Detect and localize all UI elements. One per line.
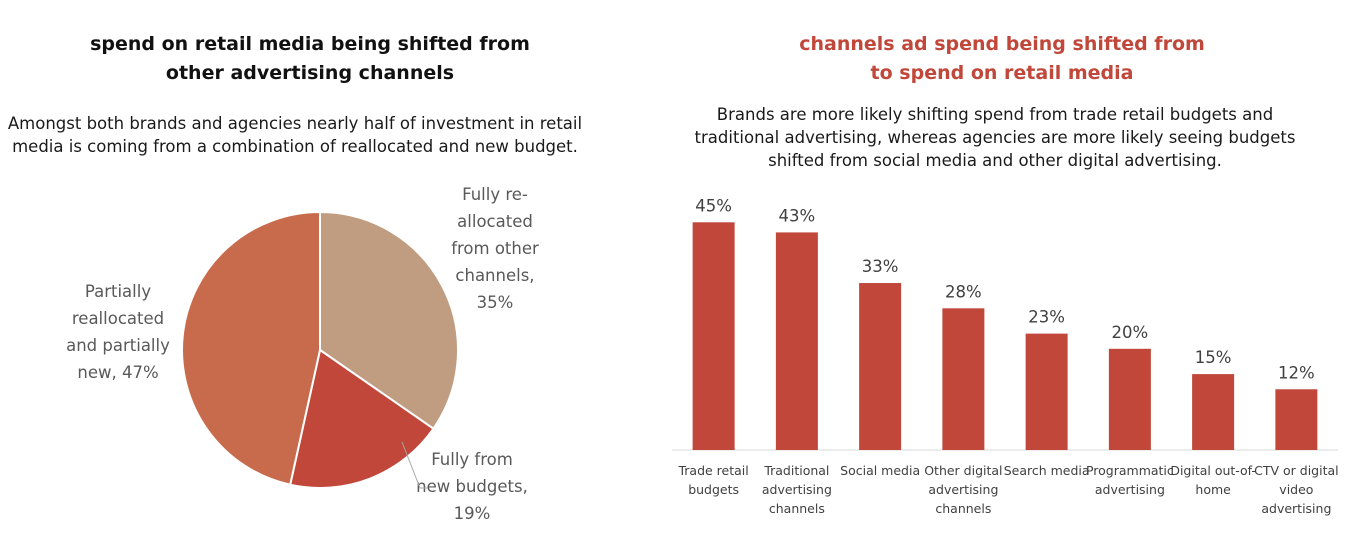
pie-slice [288, 348, 435, 489]
bar [942, 308, 985, 450]
category-label-line: CTV or digital [1254, 463, 1339, 478]
pie-slice-label: Fully re-allocated from other channels, 35% [451, 185, 539, 312]
pie-title-line: other advertising channels [165, 62, 455, 84]
category-label-line: advertising [1261, 501, 1331, 516]
bar [859, 283, 902, 450]
category-label-line: budgets [688, 482, 739, 497]
bar [775, 232, 818, 450]
category-label-line: Digital out-of- [1170, 463, 1256, 478]
pie-slice [181, 210, 321, 486]
category-label-line: Programmatic [1086, 463, 1174, 478]
bar [692, 222, 735, 450]
category-label-line: Trade retail [677, 463, 748, 478]
category-label: Search media [1004, 463, 1090, 478]
pie-leader-line [401, 441, 428, 489]
bar-subtitle-line: Brands are more likely shifting spend fr… [716, 105, 1274, 124]
category-label-line: Search media [1004, 463, 1090, 478]
pie-slice-label-line: Partially [85, 282, 151, 301]
bar-value-label: 15% [1195, 348, 1232, 367]
category-label: Trade retail budgets [677, 463, 748, 497]
category-label-line: Other digital [924, 463, 1002, 478]
pie-chart-subtitle: Amongst both brands and agencies nearly … [0, 112, 590, 158]
bar-subtitle-line: shifted from social media and other digi… [768, 151, 1222, 170]
category-label: Other digital advertising channels [924, 463, 1002, 516]
pie-slice-label-line: channels, [455, 266, 534, 285]
bar-chart-subtitle: Brands are more likely shifting spend fr… [690, 103, 1300, 172]
category-label-line: channels [935, 501, 991, 516]
bar [1192, 374, 1235, 450]
pie-subtitle-line: media is coming from a combination of re… [12, 137, 578, 156]
pie-chart-title: spend on retail media being shifted from… [20, 30, 600, 88]
bar-chart: 45% Trade retail budgets 43% Traditional adve… [672, 196, 1339, 516]
bar-value-label: 33% [862, 257, 899, 276]
category-label: Programmatic advertising [1086, 463, 1174, 497]
bar-title-line: to spend on retail media [870, 62, 1134, 84]
bar-value-label: 20% [1112, 323, 1149, 342]
category-label-line: video [1279, 482, 1313, 497]
pie-slice-label-line: 35% [477, 293, 514, 312]
bar [1025, 333, 1068, 450]
pie-slice-label-line: and partially [66, 336, 170, 355]
bar-value-label: 28% [945, 282, 982, 301]
pie-slice-label-line: Fully re- [462, 185, 528, 204]
category-label: CTV or digital video advertising [1254, 463, 1339, 516]
bar [1108, 348, 1151, 450]
pie-slice-label-line: reallocated [72, 309, 164, 328]
pie-slice-label-line: 19% [454, 504, 491, 523]
category-label-line: channels [769, 501, 825, 516]
bar-value-label: 43% [779, 206, 816, 225]
pie-slice-label: Fully from new budgets, 19% [416, 450, 528, 523]
bar-value-label: 45% [695, 196, 732, 215]
pie-slice-label-line: new, 47% [77, 363, 158, 382]
bar-value-label: 23% [1028, 308, 1065, 327]
category-label-line: advertising [762, 482, 832, 497]
category-label-line: Social media [840, 463, 920, 478]
category-label: Traditional advertising channels [762, 463, 832, 516]
category-label-line: advertising [1095, 482, 1165, 497]
category-label: Digital out-of-home [1170, 463, 1256, 497]
pie-slice-label-line: new budgets, [416, 477, 528, 496]
pie-chart: Fully re-allocated from other channels, 35%… [66, 185, 539, 523]
pie-slice-label-line: Fully from [431, 450, 513, 469]
bar-subtitle-line: traditional advertising, whereas agencie… [694, 128, 1296, 147]
pie-slice-label: Partially reallocated and partially new, 47… [66, 282, 170, 382]
bar [1275, 389, 1318, 450]
category-label-line: advertising [928, 482, 998, 497]
category-label-line: Traditional [763, 463, 829, 478]
pie-slice-label-line: from other [451, 239, 539, 258]
category-label: Social media [840, 463, 920, 478]
bar-chart-title: channels ad spend being shifted from to s… [702, 30, 1302, 88]
category-label-line: home [1195, 482, 1231, 497]
pie-slice [319, 210, 459, 431]
bar-value-label: 12% [1278, 363, 1315, 382]
pie-title-line: spend on retail media being shifted from [90, 33, 530, 55]
bar-title-line: channels ad spend being shifted from [799, 33, 1205, 55]
pie-slice-label-line: allocated [457, 212, 533, 231]
pie-subtitle-line: Amongst both brands and agencies nearly … [7, 114, 583, 133]
